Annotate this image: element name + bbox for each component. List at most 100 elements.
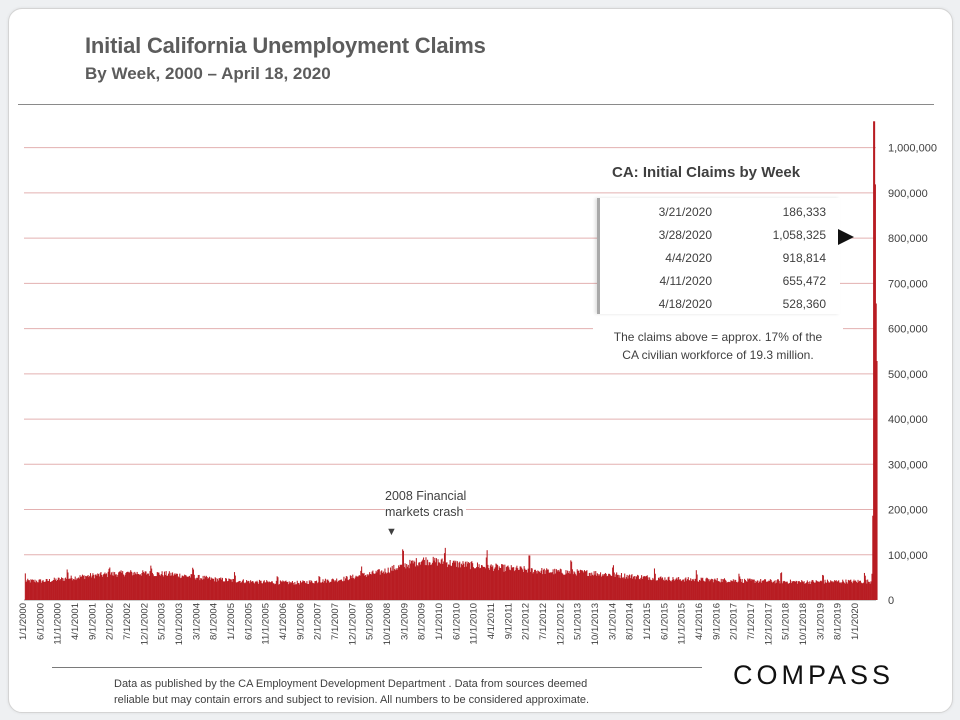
x-tick-label: 9/1/2001 <box>87 603 98 640</box>
bar <box>249 583 251 600</box>
bar <box>245 582 247 600</box>
bar <box>813 581 815 600</box>
bar <box>783 580 785 600</box>
bar <box>500 567 502 600</box>
bar <box>95 574 97 600</box>
bar <box>70 575 72 600</box>
bar <box>822 575 824 600</box>
bar <box>608 573 610 600</box>
bar <box>200 578 203 600</box>
bar <box>85 576 88 600</box>
bar <box>287 581 289 600</box>
bar <box>693 578 695 600</box>
bar <box>41 581 43 600</box>
bar <box>48 580 50 600</box>
bar <box>327 579 329 600</box>
bar <box>399 564 401 600</box>
bar <box>715 580 717 600</box>
bar <box>641 575 643 600</box>
bar <box>608 573 610 600</box>
bar <box>258 579 260 600</box>
bar <box>611 576 613 600</box>
bar <box>620 573 623 600</box>
x-tick-label: 8/1/2004 <box>209 603 220 640</box>
bar <box>823 583 825 600</box>
bar <box>406 564 408 600</box>
bar <box>503 571 505 600</box>
bar <box>484 568 487 600</box>
bar <box>629 578 631 600</box>
bar <box>581 570 583 600</box>
bar <box>632 578 634 600</box>
bar <box>497 565 499 600</box>
bar <box>193 574 195 600</box>
bar <box>601 575 603 600</box>
bar <box>233 572 236 600</box>
bar <box>727 582 729 600</box>
bar <box>307 583 309 600</box>
bar <box>702 577 704 600</box>
bar <box>438 562 440 600</box>
bar <box>94 574 96 600</box>
bar <box>98 574 100 600</box>
bar <box>312 583 314 600</box>
bar <box>300 582 302 600</box>
bar <box>97 573 99 600</box>
bar <box>661 578 663 600</box>
bar <box>295 584 297 600</box>
bar <box>348 580 350 600</box>
bar <box>805 583 807 600</box>
bar <box>452 560 454 600</box>
bar <box>132 572 134 600</box>
bar <box>857 579 859 600</box>
bar <box>236 582 238 600</box>
x-tick-label: 6/1/2015 <box>659 603 670 640</box>
bar <box>250 580 252 600</box>
bar <box>625 576 627 600</box>
bar <box>606 576 608 600</box>
bar <box>758 580 760 600</box>
bar <box>599 574 601 600</box>
y-tick-label: 100,000 <box>888 550 928 562</box>
bar <box>303 581 305 600</box>
bar <box>492 565 494 600</box>
bar <box>509 569 511 600</box>
bar <box>106 573 108 600</box>
bar <box>740 581 742 600</box>
bar <box>577 571 579 600</box>
bar <box>283 581 285 600</box>
bar <box>588 572 590 600</box>
bar <box>560 569 562 600</box>
bar <box>226 581 228 600</box>
bar <box>123 576 125 600</box>
bar <box>794 581 796 600</box>
bar <box>710 580 712 600</box>
bar <box>101 574 103 600</box>
bar <box>363 572 365 600</box>
bar <box>421 560 423 600</box>
bar <box>609 574 611 600</box>
bar <box>868 581 870 600</box>
bar <box>439 563 441 600</box>
y-tick-label: 800,000 <box>888 233 928 245</box>
bar <box>703 580 705 600</box>
bar <box>723 578 725 600</box>
bar <box>816 580 818 600</box>
inset-table-title: CA: Initial Claims by Week <box>612 164 801 181</box>
bar <box>322 579 324 600</box>
bar <box>522 572 524 600</box>
bar <box>135 573 137 600</box>
bar <box>269 582 271 600</box>
bar <box>367 575 369 600</box>
bar <box>176 573 178 600</box>
bar <box>755 580 757 600</box>
bar <box>157 572 159 600</box>
bar <box>709 579 711 600</box>
bar <box>867 579 869 600</box>
bar <box>476 566 478 600</box>
bar <box>568 571 570 600</box>
x-tick-label: 5/1/2003 <box>157 603 168 640</box>
bar <box>713 579 715 600</box>
bar <box>299 584 301 600</box>
bar <box>521 567 523 600</box>
